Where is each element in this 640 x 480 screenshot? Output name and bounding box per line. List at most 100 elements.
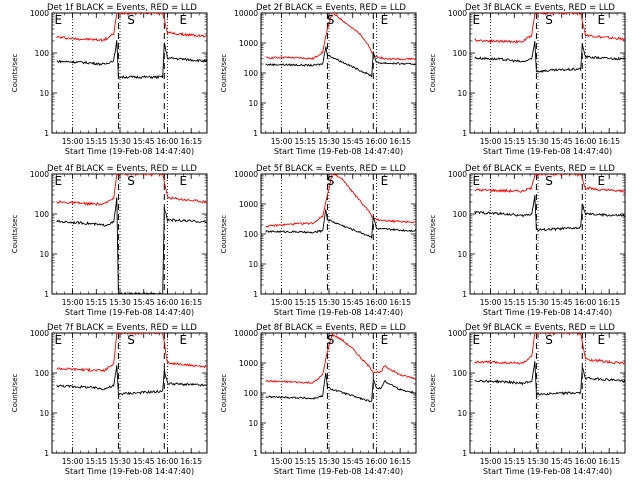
chart-panel-1: Det 1f BLACK = Events, RED = LLD 1 10 100 10…	[11, 3, 208, 156]
event-marker-e: E	[179, 333, 187, 347]
event-marker-s: S	[127, 174, 135, 188]
y-tick-label: 10	[457, 409, 467, 418]
event-marker-e: E	[55, 13, 63, 27]
event-marker-s: S	[545, 333, 553, 347]
y-tick-label: 100	[453, 210, 468, 219]
x-tick-label: 15:00	[62, 298, 84, 307]
series-black-events	[265, 46, 416, 78]
x-tick-label: 15:15	[503, 137, 525, 146]
x-axis-label: Start Time (19-Feb-08 14:47:40)	[65, 308, 194, 317]
event-marker-s: S	[545, 174, 553, 188]
event-marker-e: E	[597, 333, 605, 347]
y-axis-label: Counts/sec	[429, 54, 437, 93]
x-axis-label: Start Time (19-Feb-08 14:47:40)	[483, 147, 612, 156]
event-marker-e: E	[597, 174, 605, 188]
x-tick-label: 15:30	[109, 137, 131, 146]
event-marker-e: E	[473, 13, 481, 27]
y-axis-label: Counts/sec	[220, 374, 228, 413]
y-tick-label: 10	[39, 409, 49, 418]
chart-title: Det 3f BLACK = Events, RED = LLD	[465, 3, 615, 13]
series-black-events	[265, 209, 416, 240]
y-tick-label: 1	[44, 129, 49, 138]
event-marker-e: E	[381, 333, 389, 347]
event-marker-e: E	[381, 13, 389, 27]
y-tick-label: 1000	[239, 359, 258, 368]
y-tick-label: 1000	[30, 329, 49, 338]
y-tick-label: 10	[39, 89, 49, 98]
chart-panel-6: Det 6f BLACK = Events, RED = LLD 1 10 100 10…	[429, 164, 626, 317]
x-tick-label: 15:45	[342, 457, 364, 466]
y-tick-label: 10	[457, 250, 467, 259]
y-tick-label: 1	[462, 129, 467, 138]
chart-title: Det 7f BLACK = Events, RED = LLD	[47, 323, 197, 333]
series-red-lld	[56, 333, 207, 373]
x-tick-label: 15:15	[294, 457, 316, 466]
series-black-events	[474, 361, 625, 396]
x-tick-label: 15:15	[503, 298, 525, 307]
x-tick-label: 15:15	[503, 457, 525, 466]
x-tick-label: 15:45	[133, 457, 155, 466]
x-tick-label: 16:15	[389, 137, 411, 146]
x-axis-label: Start Time (19-Feb-08 14:47:40)	[65, 147, 194, 156]
x-tick-label: 15:15	[85, 298, 107, 307]
y-tick-label: 10000	[234, 9, 258, 18]
x-tick-label: 15:00	[271, 457, 293, 466]
x-tick-label: 15:30	[318, 457, 340, 466]
y-tick-label: 10	[248, 419, 258, 428]
y-tick-label: 1	[462, 290, 467, 299]
x-tick-label: 16:15	[180, 298, 202, 307]
series-black-events	[474, 195, 625, 232]
y-tick-label: 1000	[448, 329, 467, 338]
plot-frame	[260, 173, 417, 295]
event-marker-s: S	[127, 333, 135, 347]
event-marker-e: E	[179, 174, 187, 188]
event-marker-e: E	[381, 174, 389, 188]
x-tick-label: 16:00	[366, 298, 388, 307]
x-axis-label: Start Time (19-Feb-08 14:47:40)	[274, 308, 403, 317]
series-red-lld	[474, 13, 625, 44]
y-tick-label: 100	[35, 369, 50, 378]
y-tick-label: 100	[244, 69, 259, 78]
y-tick-label: 1	[253, 449, 258, 458]
event-marker-s: S	[327, 333, 335, 347]
chart-title: Det 4f BLACK = Events, RED = LLD	[47, 164, 197, 174]
y-axis-label: Counts/sec	[429, 215, 437, 254]
chart-panel-3: Det 3f BLACK = Events, RED = LLD 1 10 100 10…	[429, 3, 626, 156]
x-tick-label: 15:15	[85, 137, 107, 146]
x-axis-label: Start Time (19-Feb-08 14:47:40)	[483, 467, 612, 476]
chart-title: Det 6f BLACK = Events, RED = LLD	[465, 164, 615, 174]
plot-frame	[469, 12, 626, 134]
x-tick-label: 16:00	[157, 137, 179, 146]
y-tick-label: 10	[457, 89, 467, 98]
x-tick-label: 15:45	[551, 457, 573, 466]
event-marker-s: S	[327, 13, 335, 27]
event-marker-e: E	[473, 174, 481, 188]
plot-frame	[469, 173, 626, 295]
x-tick-label: 16:00	[575, 137, 597, 146]
x-tick-label: 16:15	[180, 457, 202, 466]
event-marker-e: E	[473, 333, 481, 347]
x-axis-label: Start Time (19-Feb-08 14:47:40)	[483, 308, 612, 317]
x-axis-label: Start Time (19-Feb-08 14:47:40)	[274, 147, 403, 156]
y-axis-label: Counts/sec	[220, 215, 228, 254]
x-tick-label: 15:30	[109, 298, 131, 307]
chart-panel-7: Det 7f BLACK = Events, RED = LLD 1 10 100 10…	[11, 323, 208, 476]
chart-title: Det 5f BLACK = Events, RED = LLD	[256, 164, 406, 174]
x-axis-label: Start Time (19-Feb-08 14:47:40)	[65, 467, 194, 476]
event-marker-s: S	[127, 13, 135, 27]
event-marker-e: E	[55, 174, 63, 188]
x-tick-label: 15:30	[527, 298, 549, 307]
plot-frame	[51, 12, 208, 134]
x-tick-label: 16:00	[157, 298, 179, 307]
y-tick-label: 10	[248, 260, 258, 269]
chart-title: Det 2f BLACK = Events, RED = LLD	[256, 3, 406, 13]
x-tick-label: 15:00	[480, 457, 502, 466]
plot-frame	[51, 332, 208, 454]
y-tick-label: 100	[453, 49, 468, 58]
y-tick-label: 100	[244, 230, 259, 239]
chart-panel-2: Det 2f BLACK = Events, RED = LLD 1 10 100 10…	[220, 3, 417, 156]
y-tick-label: 1	[44, 290, 49, 299]
y-tick-label: 10000	[234, 329, 258, 338]
series-black-events	[474, 40, 625, 74]
y-tick-label: 1	[253, 290, 258, 299]
